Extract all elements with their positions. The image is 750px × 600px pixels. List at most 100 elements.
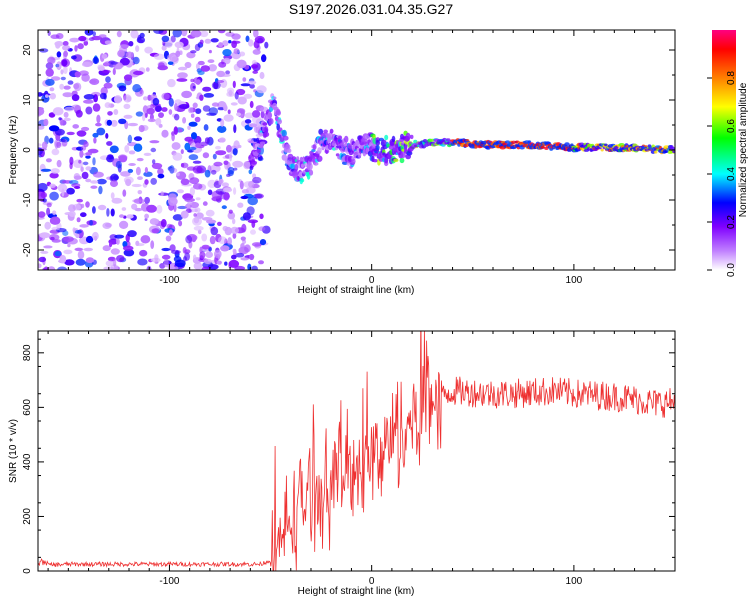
noise-blob [184,197,195,203]
signal-blob [399,157,405,164]
noise-blob [174,113,180,121]
spec-ytick-label: 0 [22,147,33,153]
noise-blob [247,80,257,85]
signal-blob [653,150,658,154]
noise-blob [92,157,96,166]
noise-blob [166,53,178,62]
noise-blob [160,219,167,228]
noise-blob [235,252,245,258]
noise-blob [67,243,71,248]
noise-blob [127,122,138,127]
noise-blob [89,219,93,226]
noise-blob [38,147,43,156]
noise-blob [75,233,80,238]
noise-blob [45,68,54,77]
noise-blob [167,197,178,206]
noise-blob [105,260,115,267]
noise-blob [215,150,227,156]
colorbar-tick-label: 0.8 [726,71,737,85]
noise-blob [73,175,82,180]
noise-blob [110,208,115,217]
noise-blob [230,226,239,235]
noise-blob [251,64,258,69]
noise-blob [137,190,143,195]
noise-blob [68,204,76,213]
noise-blob [133,198,145,205]
spectrogram-marks [38,30,675,270]
noise-blob [110,179,118,188]
noise-blob [232,80,236,89]
noise-blob [225,70,231,75]
noise-blob [102,62,110,67]
noise-blob [136,157,144,162]
noise-blob [204,169,211,178]
signal-blob [391,135,396,142]
noise-blob [224,261,228,266]
noise-blob [223,114,234,122]
colorbar: 0.0 0.2 0.4 0.6 0.8 Normalized spectral ampl… [707,30,749,277]
noise-blob [177,72,188,79]
signal-blob [267,112,273,119]
snr-frame [37,330,676,572]
noise-blob [208,49,212,54]
noise-blob [135,243,145,247]
noise-blob [244,119,252,124]
noise-blob [201,244,210,250]
noise-blob [178,220,183,227]
noise-blob [144,167,148,174]
noise-blob [178,104,190,109]
noise-blob [153,30,164,34]
noise-blob [240,195,249,200]
signal-blob [566,147,573,152]
noise-blob [247,219,259,224]
noise-blob [254,193,264,199]
noise-blob [93,137,97,144]
noise-blob [178,128,183,133]
noise-blob [69,156,74,166]
noise-blob [228,40,232,44]
noise-blob [149,140,160,144]
noise-blob [213,161,223,167]
noise-blob [240,243,245,250]
noise-blob [252,49,261,55]
noise-blob [51,148,60,156]
noise-blob [264,41,269,49]
noise-blob [231,40,238,49]
noise-blob [161,129,169,138]
noise-blob [218,42,224,48]
noise-blob [250,229,256,235]
noise-blob [54,41,64,47]
noise-blob [188,146,197,151]
snr-xtick-label: 0 [369,576,375,587]
noise-blob [50,34,60,39]
noise-blob [92,231,99,241]
noise-blob [168,97,174,107]
signal-blob [564,142,570,147]
noise-blob [199,39,204,45]
noise-blob [171,249,181,255]
noise-blob [48,137,54,144]
noise-blob [203,258,212,265]
noise-blob [103,82,113,89]
noise-blob [123,176,134,184]
noise-blob [135,111,144,117]
noise-blob [113,175,119,181]
noise-blob [56,51,62,58]
noise-blob [169,244,176,252]
noise-blob [174,103,178,111]
noise-blob [167,61,174,65]
noise-blob [92,206,96,214]
noise-blob [58,117,62,121]
noise-blob [224,226,232,236]
noise-blob [133,70,144,76]
signal-blob [312,143,317,150]
noise-blob [118,85,127,92]
noise-blob [63,50,68,58]
noise-blob [180,178,190,186]
noise-blob [83,94,95,100]
noise-blob [45,62,54,70]
spectrogram-xlabel: Height of straight line (km) [298,285,415,296]
noise-blob [38,211,46,218]
noise-blob [38,92,43,97]
